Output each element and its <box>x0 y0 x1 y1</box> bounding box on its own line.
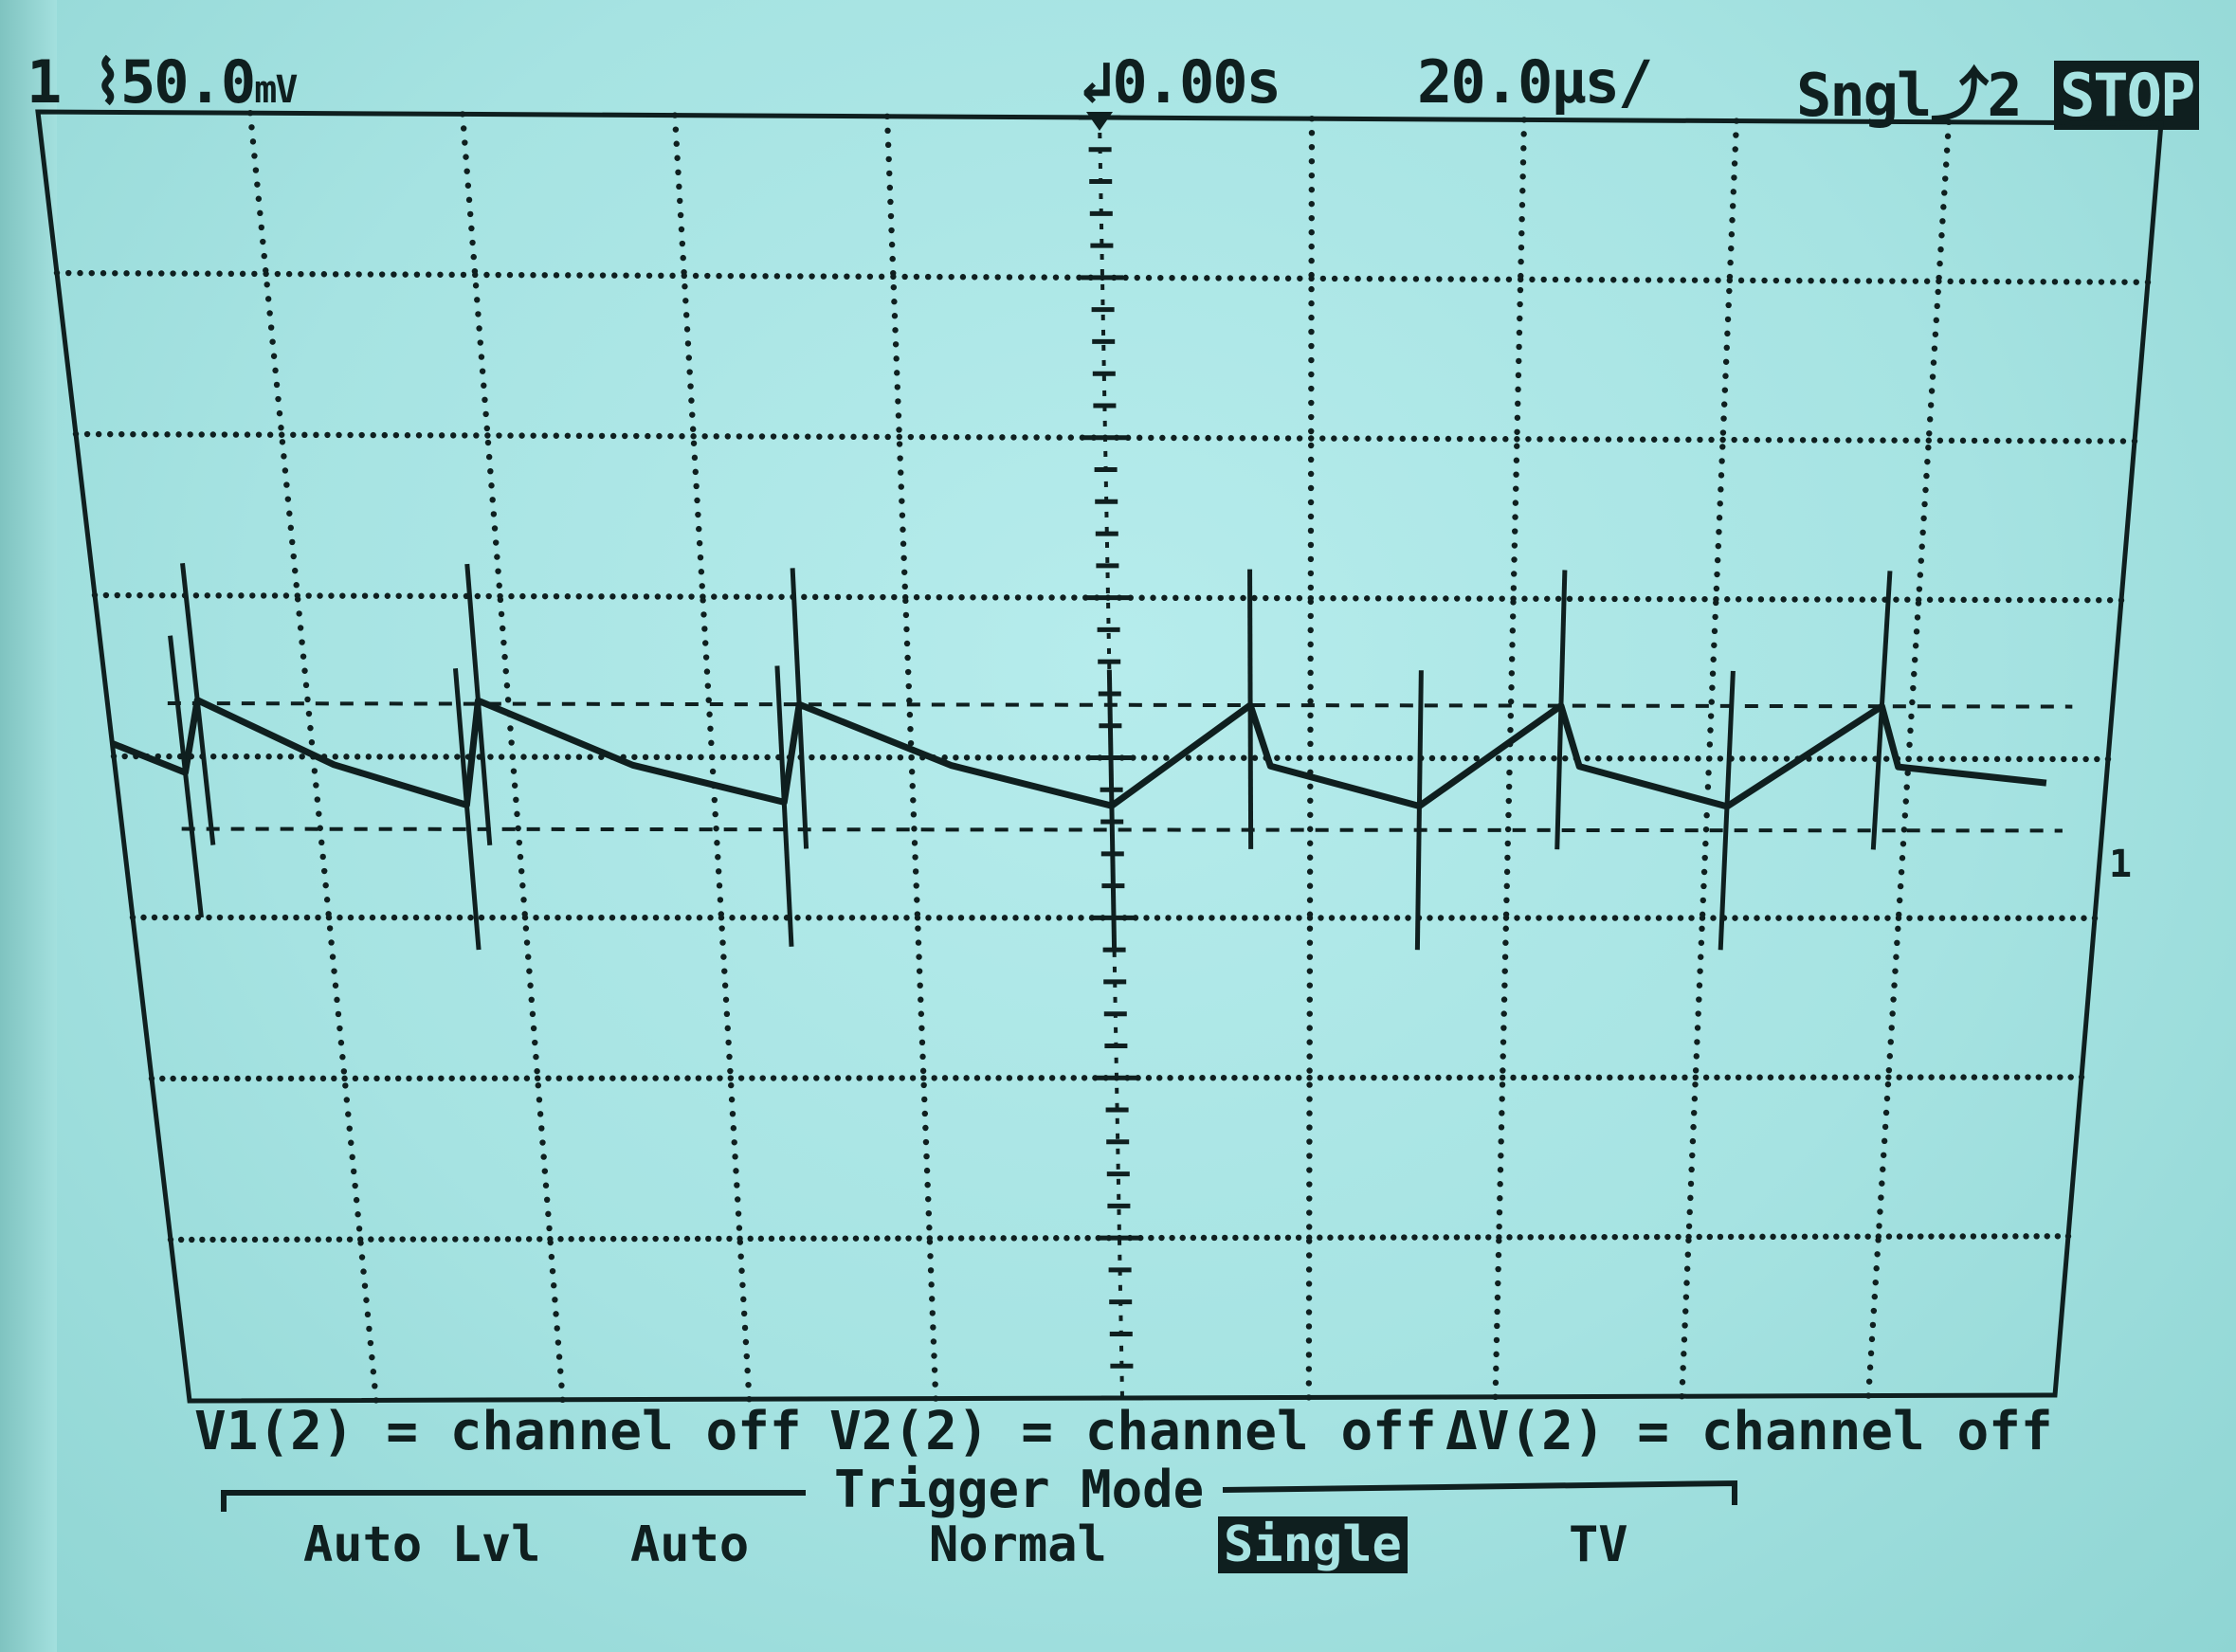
softkey-single[interactable]: Single <box>1218 1516 1408 1573</box>
softkey-auto[interactable]: Auto <box>630 1516 750 1573</box>
switching-spike-peak <box>1554 570 1568 850</box>
screen-bezel <box>0 0 57 1652</box>
center-axis <box>1079 112 1143 1401</box>
switching-spike-peak <box>180 562 216 845</box>
channel-scale: 1 ⌇50.0mV <box>27 47 298 117</box>
softkey-auto-lvl[interactable]: Auto Lvl <box>303 1516 541 1573</box>
trace-ground-marker: 1 <box>2109 843 2132 886</box>
time-per-div: 20.0 <box>1417 47 1553 117</box>
volts-unit: mV <box>254 68 298 112</box>
switching-spike-peak <box>1870 571 1893 850</box>
volts-per-div: 50.0 <box>119 47 256 117</box>
grid-vertical-line <box>1679 118 1740 1400</box>
grid-horizontal-line <box>148 1074 2085 1082</box>
trigger-position-readout: ↲0.00s <box>1079 47 1282 117</box>
switching-spike-valley <box>452 668 482 951</box>
softkey-normal[interactable]: Normal <box>929 1516 1107 1573</box>
switching-spike-valley <box>1106 669 1118 951</box>
grid-vertical-line <box>1305 116 1316 1401</box>
switching-spike-peak <box>464 563 493 846</box>
channel-1-trace <box>111 562 2047 951</box>
switching-spike-valley <box>774 665 794 947</box>
grid-horizontal-line <box>167 1233 2072 1244</box>
grid-horizontal-line <box>91 591 2125 604</box>
measurement-v1: V1(2) = channel off <box>194 1401 802 1462</box>
switching-spike-valley <box>1414 670 1424 951</box>
rising-edge-icon: ⤴ <box>1930 61 1989 130</box>
acquisition-mode: Sngl <box>1796 61 1932 130</box>
grid-vertical-line <box>1492 117 1528 1401</box>
grid-vertical-line <box>883 113 939 1402</box>
cursor-upper <box>167 701 2073 709</box>
waveform-line <box>111 697 2047 810</box>
time-unit: µs/ <box>1551 47 1653 117</box>
grid-vertical-line <box>459 111 566 1404</box>
run-state: STOP <box>2053 61 2200 130</box>
grid-vertical-line <box>1865 118 1953 1399</box>
measurement-v2: V2(2) = channel off <box>829 1401 1437 1462</box>
switching-spike-peak <box>1247 569 1254 849</box>
timebase-readout: 20.0µs/ <box>1417 47 1653 117</box>
switching-spike-valley <box>1718 670 1736 951</box>
trigger-source: 2 <box>1987 61 2022 130</box>
grid-horizontal-line <box>110 753 2112 763</box>
graticule-grid <box>53 110 2152 1404</box>
grid-horizontal-line <box>129 914 2099 921</box>
trigger-position: 0.00s <box>1112 47 1282 117</box>
channel-coupling-icon: ⌇ <box>93 47 122 117</box>
grid-horizontal-line <box>72 430 2138 445</box>
graticule-border <box>35 109 2164 1404</box>
switching-spike-peak <box>790 568 809 849</box>
softkey-tv[interactable]: TV <box>1569 1516 1628 1573</box>
measurement-delta-v: ΔV(2) = channel off <box>1445 1401 2053 1462</box>
trigger-position-icon: ↲ <box>1079 47 1114 117</box>
acquisition-readout: Sngl⤴2 STOP <box>1796 47 2200 133</box>
cursor-lines <box>167 701 2073 833</box>
cursor-lower <box>181 826 2063 833</box>
channel-number: 1 <box>27 47 62 117</box>
grid-vertical-line <box>671 112 753 1403</box>
trigger-position-marker <box>1086 112 1113 131</box>
grid-horizontal-line <box>53 269 2152 285</box>
switching-spike-valley <box>168 635 204 918</box>
trigger-mode-title: Trigger Mode <box>834 1460 1205 1519</box>
